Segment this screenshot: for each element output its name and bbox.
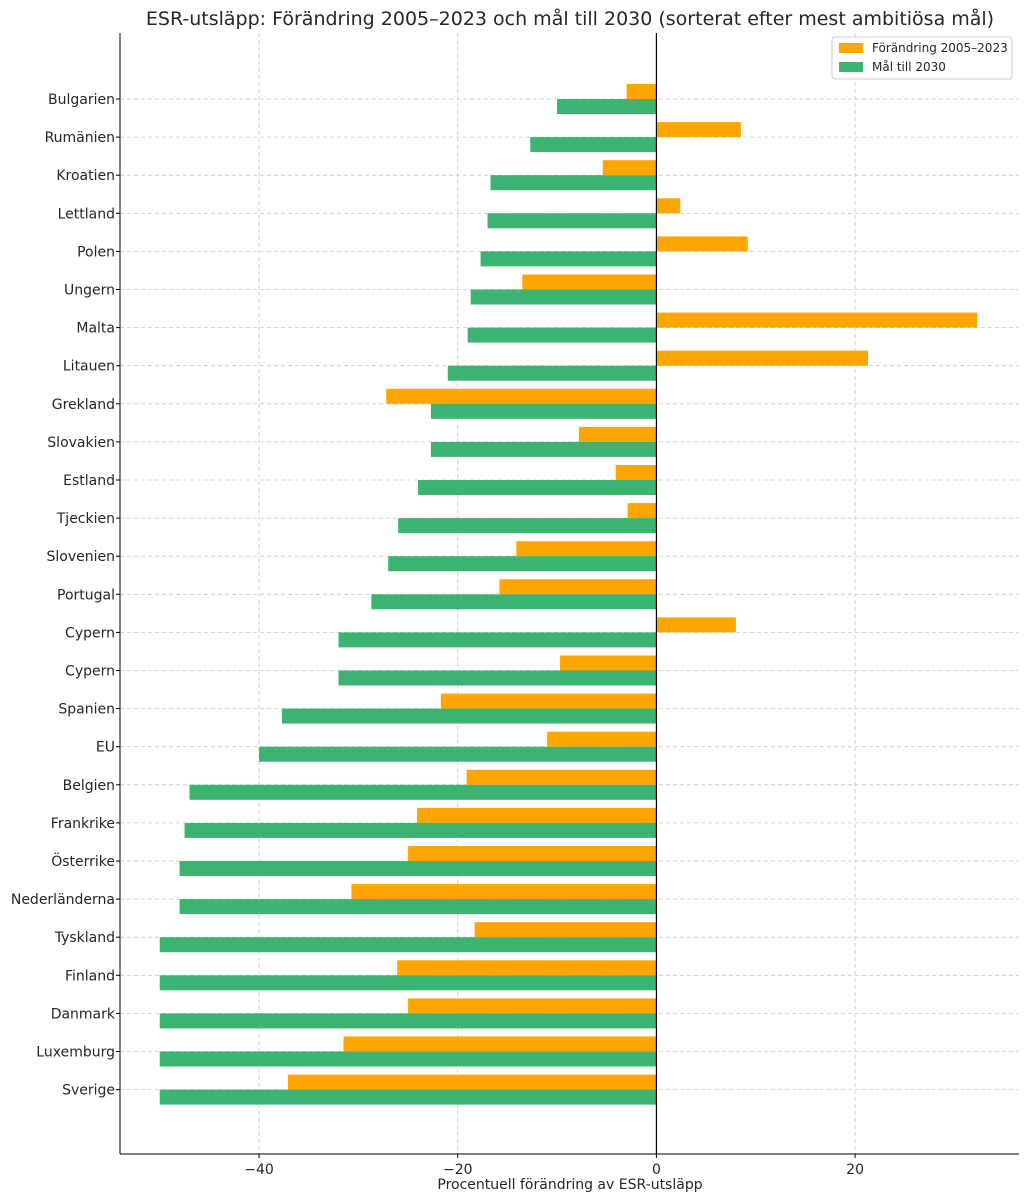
y-tick-label: Belgien bbox=[63, 778, 115, 794]
x-tick-label: −40 bbox=[244, 1162, 274, 1178]
y-tick-label: Cypern bbox=[65, 625, 115, 641]
bar-target-2030 bbox=[447, 365, 657, 381]
legend-label-target: Mål till 2030 bbox=[872, 60, 946, 74]
bar-target-2030 bbox=[371, 594, 657, 610]
bar-target-2030 bbox=[430, 403, 657, 419]
bar-target-2030 bbox=[530, 137, 657, 153]
bar-change-2005-2023 bbox=[656, 198, 681, 214]
bar-change-2005-2023 bbox=[408, 998, 657, 1014]
bar-change-2005-2023 bbox=[474, 922, 657, 938]
y-tick-label: Finland bbox=[65, 968, 115, 984]
bar-target-2030 bbox=[467, 327, 657, 343]
bar-change-2005-2023 bbox=[287, 1074, 657, 1090]
y-tick-label: Slovenien bbox=[47, 549, 116, 565]
y-tick-label: Malta bbox=[76, 321, 115, 337]
y-tick-label: Sverige bbox=[62, 1083, 115, 1099]
bar-target-2030 bbox=[388, 556, 657, 572]
y-tick-label: Kroatien bbox=[56, 168, 115, 184]
y-tick-label: Portugal bbox=[57, 587, 115, 603]
y-tick-label: Lettland bbox=[58, 206, 115, 222]
bar-target-2030 bbox=[179, 861, 657, 876]
legend: Förändring 2005–2023 Mål till 2030 bbox=[831, 36, 1013, 80]
bar-target-2030 bbox=[557, 99, 657, 114]
y-tick-label: Polen bbox=[77, 244, 115, 260]
y-tick-label: Bulgarien bbox=[48, 92, 115, 108]
y-tick-label: Frankrike bbox=[51, 816, 115, 832]
bar-change-2005-2023 bbox=[466, 769, 657, 785]
bar-change-2005-2023 bbox=[547, 731, 657, 747]
bar-target-2030 bbox=[259, 746, 657, 762]
bar-change-2005-2023 bbox=[656, 122, 741, 138]
chart-title: ESR-utsläpp: Förändring 2005–2023 och må… bbox=[146, 7, 994, 30]
bar-target-2030 bbox=[159, 1051, 657, 1067]
bar-target-2030 bbox=[184, 822, 657, 838]
x-tick-label: 0 bbox=[652, 1162, 661, 1178]
y-tick-label: Ungern bbox=[64, 283, 115, 299]
bar-target-2030 bbox=[398, 518, 657, 534]
bar-change-2005-2023 bbox=[602, 160, 657, 176]
bar-change-2005-2023 bbox=[440, 693, 657, 709]
bar-target-2030 bbox=[179, 899, 657, 915]
bar-target-2030 bbox=[281, 708, 657, 724]
bar-change-2005-2023 bbox=[417, 807, 657, 823]
y-tick-label: Nederländerna bbox=[11, 892, 115, 908]
y-tick-label: Cypern bbox=[65, 664, 115, 680]
bar-change-2005-2023 bbox=[656, 350, 869, 366]
legend-label-change: Förändring 2005–2023 bbox=[872, 41, 1008, 55]
y-tick-label: Estland bbox=[63, 473, 115, 489]
bar-change-2005-2023 bbox=[499, 579, 657, 595]
bar-change-2005-2023 bbox=[397, 960, 657, 976]
bar-target-2030 bbox=[430, 441, 657, 457]
bar-target-2030 bbox=[470, 289, 657, 305]
bar-change-2005-2023 bbox=[656, 312, 978, 328]
bar-change-2005-2023 bbox=[627, 503, 657, 519]
legend-box bbox=[831, 36, 1013, 80]
bar-change-2005-2023 bbox=[626, 84, 657, 99]
bar-target-2030 bbox=[159, 937, 657, 953]
x-axis-label: Procentuell förändring av ESR-utsläpp bbox=[437, 1177, 702, 1193]
y-tick-label: EU bbox=[96, 740, 115, 756]
bar-change-2005-2023 bbox=[351, 884, 657, 900]
y-tick-label: Rumänien bbox=[45, 130, 115, 146]
x-tick-label: −20 bbox=[443, 1162, 473, 1178]
bar-change-2005-2023 bbox=[578, 426, 657, 442]
axes: Bulgarien Rumänien Kroatien Lettland Polen Un… bbox=[11, 33, 1019, 1178]
bar-change-2005-2023 bbox=[516, 541, 657, 557]
y-tick-label: Litauen bbox=[63, 359, 115, 375]
y-tick-label: Tjeckien bbox=[56, 511, 115, 527]
bar-target-2030 bbox=[159, 975, 657, 991]
x-tick-label: 20 bbox=[846, 1162, 864, 1178]
y-tick-label: Tyskland bbox=[54, 930, 115, 946]
bar-target-2030 bbox=[487, 213, 657, 229]
bars bbox=[159, 84, 978, 1105]
bar-change-2005-2023 bbox=[560, 655, 657, 671]
legend-swatch-change bbox=[839, 43, 863, 53]
bar-change-2005-2023 bbox=[615, 465, 657, 480]
bar-change-2005-2023 bbox=[386, 388, 657, 404]
bar-target-2030 bbox=[338, 632, 657, 648]
bar-target-2030 bbox=[418, 480, 657, 495]
legend-swatch-target bbox=[839, 62, 863, 72]
y-tick-label: Slovakien bbox=[47, 435, 115, 451]
bar-change-2005-2023 bbox=[656, 236, 748, 252]
y-tick-label: Luxemburg bbox=[36, 1045, 115, 1061]
bar-target-2030 bbox=[159, 1013, 657, 1029]
bar-change-2005-2023 bbox=[408, 846, 657, 861]
bar-change-2005-2023 bbox=[343, 1036, 657, 1052]
bar-target-2030 bbox=[189, 784, 657, 800]
y-tick-label: Grekland bbox=[52, 397, 115, 413]
bar-target-2030 bbox=[338, 670, 657, 686]
bar-target-2030 bbox=[159, 1089, 657, 1105]
bar-change-2005-2023 bbox=[522, 274, 657, 290]
bar-target-2030 bbox=[480, 251, 657, 267]
bar-change-2005-2023 bbox=[656, 617, 736, 633]
y-tick-label: Österrike bbox=[51, 852, 115, 870]
y-tick-label: Spanien bbox=[58, 702, 115, 718]
y-tick-label: Danmark bbox=[51, 1006, 116, 1022]
bar-target-2030 bbox=[490, 175, 657, 191]
